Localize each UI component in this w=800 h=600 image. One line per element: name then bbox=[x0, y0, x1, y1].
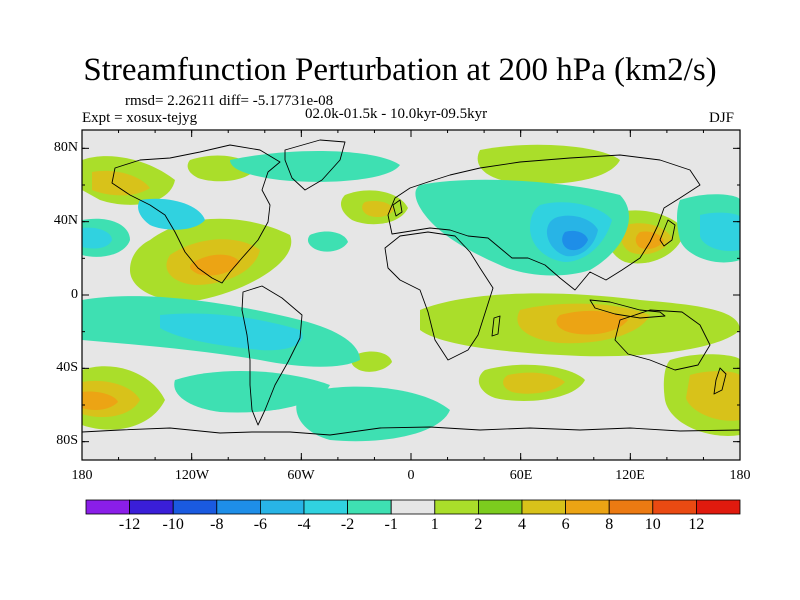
colorbar-swatch bbox=[172, 499, 218, 515]
colorbar-swatch bbox=[129, 499, 174, 515]
lon-label-60w: 60W bbox=[287, 468, 315, 483]
colorbar-label: -8 bbox=[210, 516, 224, 533]
colorbar-swatch bbox=[85, 499, 130, 515]
colorbar-label: -4 bbox=[297, 516, 311, 533]
experiment-label: Expt = xosux-tejyg bbox=[82, 110, 198, 126]
coast-south-america bbox=[241, 285, 303, 426]
colorbar-label: -6 bbox=[253, 516, 268, 533]
colorbar-swatch bbox=[696, 499, 741, 515]
coast-madagascar bbox=[491, 315, 501, 337]
lat-label-40s: 40S bbox=[56, 360, 78, 375]
contour-positive bbox=[351, 351, 392, 372]
lat-label-40n: 40N bbox=[53, 213, 78, 228]
colorbar-swatch bbox=[477, 499, 523, 515]
colorbar-swatch bbox=[652, 499, 697, 515]
axis-ticks bbox=[81, 130, 741, 460]
contour-positive bbox=[477, 144, 620, 184]
contour-negative bbox=[700, 212, 740, 252]
contour-negative bbox=[230, 150, 400, 182]
contour-positive bbox=[82, 391, 118, 410]
colorbar-swatch bbox=[347, 499, 392, 515]
colorbar-swatch bbox=[259, 499, 305, 515]
coastlines bbox=[82, 139, 740, 436]
lon-label-180e: 180 bbox=[729, 468, 751, 483]
coast-north-america bbox=[111, 144, 281, 284]
contour-positive bbox=[635, 231, 664, 249]
lon-label-120e: 120E bbox=[615, 468, 645, 483]
contour-positive bbox=[686, 371, 740, 421]
colorbar-swatch bbox=[608, 499, 654, 515]
lat-label-80n: 80N bbox=[53, 140, 78, 155]
contour-fields bbox=[82, 144, 740, 442]
contour-negative bbox=[82, 227, 112, 249]
contour-negative bbox=[562, 230, 588, 251]
colorbar-label: -1 bbox=[384, 516, 398, 533]
colorbar bbox=[85, 499, 741, 515]
lat-label-80s: 80S bbox=[56, 433, 78, 448]
contour-negative bbox=[160, 313, 303, 351]
colorbar-label: 12 bbox=[688, 516, 705, 533]
contour-negative bbox=[138, 198, 205, 230]
coast-uk bbox=[392, 199, 403, 217]
coast-africa bbox=[384, 231, 494, 361]
colorbar-label: 10 bbox=[644, 516, 661, 533]
contour-negative bbox=[307, 231, 348, 252]
contour-positive bbox=[190, 254, 240, 276]
coast-japan bbox=[659, 219, 676, 247]
period-label: 02.0k-01.5k - 10.0kyr-09.5kyr bbox=[305, 106, 488, 122]
coast-indonesia bbox=[589, 299, 666, 319]
lon-label-180w: 180 bbox=[71, 468, 93, 483]
figure-title: Streamfunction Perturbation at 200 hPa (… bbox=[83, 52, 717, 88]
colorbar-label: 6 bbox=[561, 516, 570, 533]
contour-positive bbox=[362, 200, 394, 218]
colorbar-swatch bbox=[303, 499, 348, 515]
lon-label-60e: 60E bbox=[509, 468, 533, 483]
coast-antarctica bbox=[82, 426, 740, 436]
colorbar-label: 8 bbox=[605, 516, 614, 533]
contour-negative bbox=[174, 370, 330, 413]
coast-australia bbox=[614, 309, 711, 371]
coast-eurasia bbox=[387, 154, 701, 291]
contour-positive bbox=[503, 372, 565, 394]
colorbar-swatch bbox=[434, 499, 479, 515]
colorbar-label: -2 bbox=[340, 516, 355, 533]
lon-label-120w: 120W bbox=[174, 468, 210, 483]
lon-label-0: 0 bbox=[407, 468, 415, 483]
coast-greenland bbox=[284, 139, 346, 191]
rmsd-diff-stats: rmsd= 2.26211 diff= -5.17731e-08 bbox=[125, 93, 334, 109]
colorbar-label: -10 bbox=[162, 516, 184, 533]
colorbar-label: 4 bbox=[518, 516, 526, 533]
season-label: DJF bbox=[709, 110, 735, 126]
colorbar-label: 2 bbox=[474, 516, 483, 533]
contour-positive bbox=[92, 170, 150, 196]
contour-positive bbox=[556, 310, 628, 335]
lat-label-0: 0 bbox=[71, 287, 78, 302]
colorbar-swatch bbox=[521, 499, 566, 515]
colorbar-label: -12 bbox=[118, 516, 141, 533]
colorbar-swatch bbox=[565, 499, 610, 515]
colorbar-label: 1 bbox=[430, 516, 439, 533]
colorbar-swatch bbox=[390, 499, 436, 515]
coast-new-zealand bbox=[713, 367, 727, 395]
colorbar-swatch bbox=[216, 499, 261, 515]
